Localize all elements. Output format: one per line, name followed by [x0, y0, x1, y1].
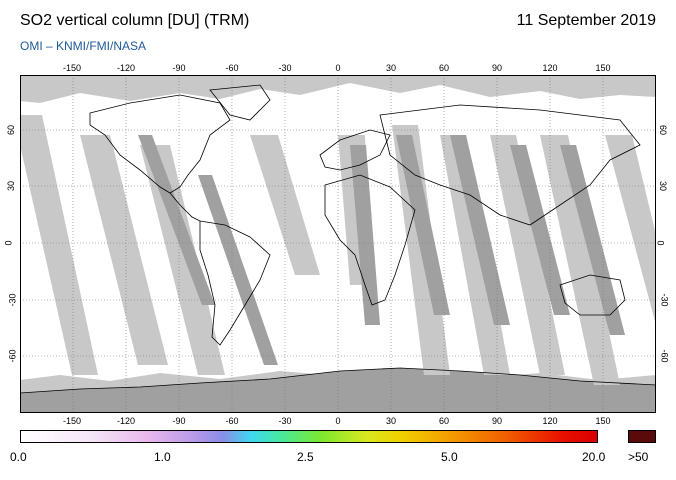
lat-tick-left: -60	[7, 349, 18, 363]
colorbar-label: 5.0	[441, 450, 458, 464]
europe	[319, 129, 391, 171]
lon-tick-bottom: 150	[595, 416, 611, 426]
lon-tick-bottom: -120	[116, 416, 136, 426]
lon-tick-bottom: 90	[491, 416, 503, 426]
north-america	[89, 94, 231, 194]
antarctica-coast	[20, 367, 656, 394]
australia	[559, 274, 626, 316]
lon-tick-top: 150	[595, 63, 611, 73]
lat-tick-right: -60	[659, 349, 670, 363]
map-border	[20, 75, 656, 413]
lon-tick-top: 0	[335, 63, 341, 73]
south-america	[199, 220, 271, 346]
asia	[379, 104, 641, 226]
data-credit: OMI – KNMI/FMI/NASA	[20, 39, 147, 53]
lon-tick-top: -150	[62, 63, 82, 73]
colorbar-label: 20.0	[582, 450, 606, 464]
lon-tick-bottom: 0	[335, 416, 341, 426]
central-america	[169, 192, 201, 222]
lon-tick-bottom: -90	[172, 416, 186, 426]
lon-tick-bottom: -150	[62, 416, 82, 426]
lat-tick-left: 60	[6, 124, 17, 136]
lon-tick-top: 60	[438, 63, 450, 73]
lat-tick-right: 0	[655, 240, 666, 246]
colorbar-over-label: >50	[628, 450, 649, 464]
lon-tick-bottom: 120	[542, 416, 558, 426]
greenland	[209, 84, 271, 121]
colorbar-label: 0.0	[10, 450, 27, 464]
coastlines	[20, 84, 656, 394]
lat-tick-left: 0	[3, 240, 14, 246]
world-map	[20, 75, 656, 413]
colorbar	[20, 430, 598, 443]
lon-tick-top: 120	[542, 63, 558, 73]
lat-tick-left: 30	[6, 180, 17, 192]
lon-tick-top: -90	[172, 63, 186, 73]
colorbar-overflow-swatch	[628, 430, 656, 443]
lon-tick-bottom: 30	[385, 416, 397, 426]
lat-tick-right: -30	[659, 293, 670, 307]
lat-tick-left: -30	[7, 293, 18, 307]
lon-tick-top: -60	[225, 63, 239, 73]
lon-tick-bottom: -60	[225, 416, 239, 426]
map-title: SO2 vertical column [DU] (TRM)	[20, 12, 250, 29]
africa	[324, 174, 416, 306]
colorbar-label: 1.0	[154, 450, 171, 464]
lon-tick-top: -120	[116, 63, 136, 73]
lon-tick-top: 90	[491, 63, 503, 73]
orbit-overlaps	[138, 135, 625, 365]
colorbar-label: 2.5	[297, 450, 314, 464]
lon-tick-bottom: -30	[278, 416, 292, 426]
lon-tick-bottom: 60	[438, 416, 450, 426]
map-date: 11 September 2019	[516, 12, 656, 29]
graticule	[20, 75, 656, 413]
lon-tick-top: 30	[385, 63, 397, 73]
lat-tick-right: 30	[658, 180, 669, 192]
lat-tick-right: 60	[658, 124, 669, 136]
lon-tick-top: -30	[278, 63, 292, 73]
